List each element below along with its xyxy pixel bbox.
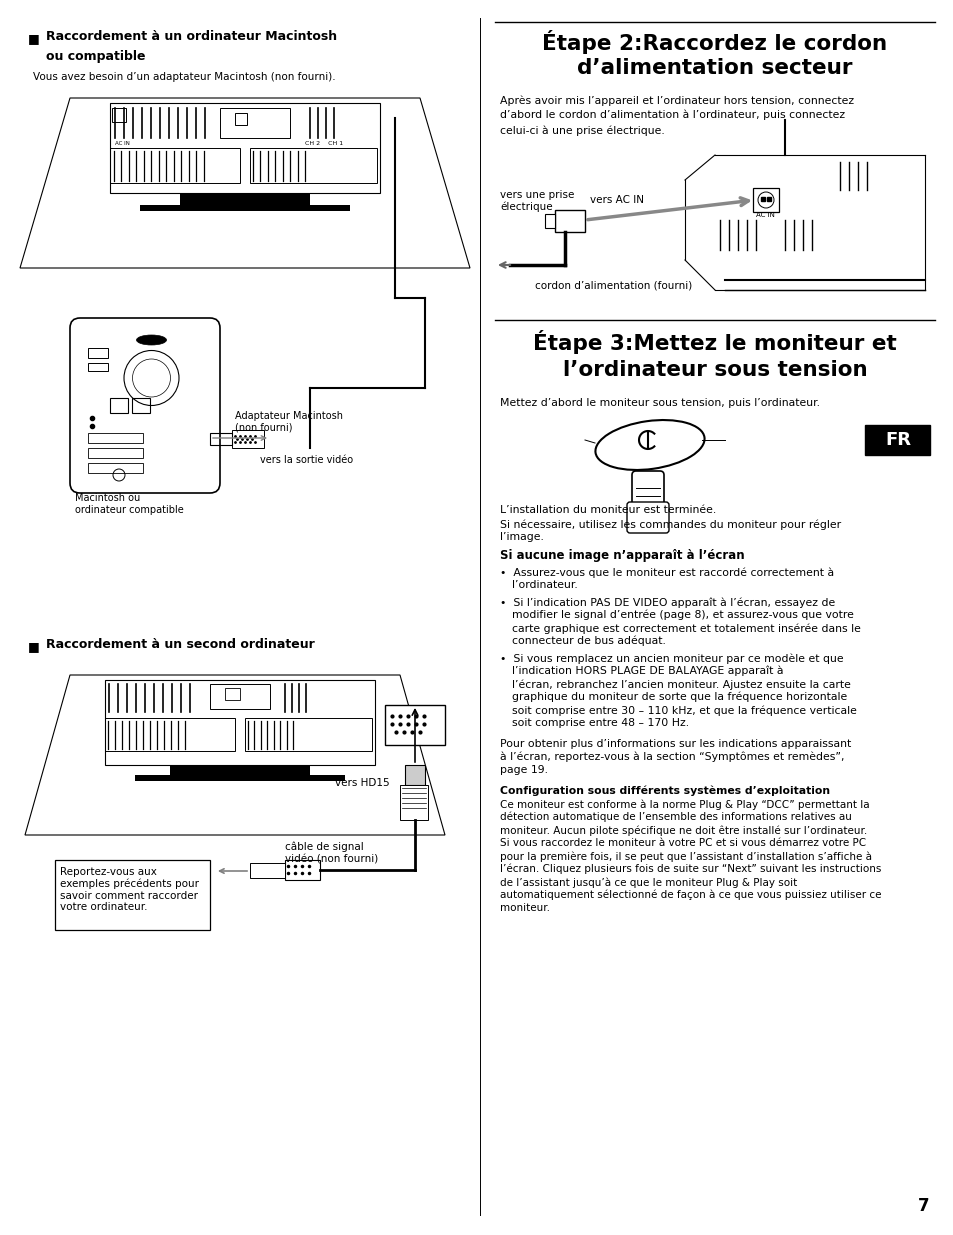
Text: Adaptateur Macintosh: Adaptateur Macintosh xyxy=(234,411,343,421)
Bar xyxy=(55,860,210,930)
Text: d’abord le cordon d’alimentation à l’ordinateur, puis connectez: d’abord le cordon d’alimentation à l’ord… xyxy=(499,110,844,121)
Text: carte graphique est correctement et totalement insérée dans le: carte graphique est correctement et tota… xyxy=(512,622,860,634)
Text: AC IN: AC IN xyxy=(115,141,130,146)
Text: vidéo (non fourni): vidéo (non fourni) xyxy=(285,855,377,864)
Text: Macintosh ou: Macintosh ou xyxy=(75,493,140,503)
Text: automatiquement sélectionné de façon à ce que vous puissiez utiliser ce: automatiquement sélectionné de façon à c… xyxy=(499,890,881,900)
Text: l’image.: l’image. xyxy=(499,532,543,542)
Bar xyxy=(110,148,240,183)
Bar xyxy=(88,363,108,370)
Bar xyxy=(135,776,345,781)
Text: ■: ■ xyxy=(28,32,40,44)
Text: ■: ■ xyxy=(28,640,40,653)
Bar xyxy=(245,718,372,751)
Bar xyxy=(110,398,128,412)
Text: CH 2    CH 1: CH 2 CH 1 xyxy=(305,141,343,146)
Bar xyxy=(285,860,319,881)
Text: 7: 7 xyxy=(918,1197,929,1215)
Text: soit comprise entre 48 – 170 Hz.: soit comprise entre 48 – 170 Hz. xyxy=(512,718,688,727)
Bar xyxy=(105,718,234,751)
Text: vers HD15: vers HD15 xyxy=(335,778,389,788)
FancyBboxPatch shape xyxy=(70,317,220,493)
Text: ou compatible: ou compatible xyxy=(46,49,146,63)
Bar xyxy=(225,688,240,700)
Ellipse shape xyxy=(136,335,167,345)
Text: graphique du moniteur de sorte que la fréquence horizontale: graphique du moniteur de sorte que la fr… xyxy=(512,692,846,703)
Text: Mettez d’abord le moniteur sous tension, puis l’ordinateur.: Mettez d’abord le moniteur sous tension,… xyxy=(499,398,820,408)
Bar xyxy=(132,398,150,412)
Bar xyxy=(88,463,143,473)
Bar xyxy=(752,188,779,212)
Text: Raccordement à un ordinateur Macintosh: Raccordement à un ordinateur Macintosh xyxy=(46,30,336,43)
Bar xyxy=(210,433,232,445)
Bar xyxy=(234,112,247,125)
Bar xyxy=(385,705,444,745)
Text: Après avoir mis l’appareil et l’ordinateur hors tension, connectez: Après avoir mis l’appareil et l’ordinate… xyxy=(499,95,853,105)
Bar xyxy=(232,430,264,448)
Text: L’installation du moniteur est terminée.: L’installation du moniteur est terminée. xyxy=(499,505,716,515)
Bar xyxy=(405,764,424,785)
Text: moniteur. Aucun pilote spécifique ne doit être installé sur l’ordinateur.: moniteur. Aucun pilote spécifique ne doi… xyxy=(499,825,866,836)
Text: l’ordinateur.: l’ordinateur. xyxy=(512,580,578,590)
Bar xyxy=(210,684,270,709)
Text: à l’écran, reportez-vous à la section “Symptômes et remèdes”,: à l’écran, reportez-vous à la section “S… xyxy=(499,752,843,762)
Text: Ce moniteur est conforme à la norme Plug & Play “DCC” permettant la: Ce moniteur est conforme à la norme Plug… xyxy=(499,799,869,809)
Text: Reportez-vous aux
exemples précédents pour
savoir comment raccorder
votre ordina: Reportez-vous aux exemples précédents po… xyxy=(60,867,199,913)
Bar xyxy=(88,348,108,358)
Bar xyxy=(544,214,555,228)
Bar xyxy=(220,107,290,138)
Text: Étape 3:Mettez le moniteur et: Étape 3:Mettez le moniteur et xyxy=(533,330,896,354)
Text: Raccordement à un second ordinateur: Raccordement à un second ordinateur xyxy=(46,638,314,651)
Text: •  Si l’indication PAS DE VIDEO apparaît à l’écran, essayez de: • Si l’indication PAS DE VIDEO apparaît … xyxy=(499,597,835,608)
Bar xyxy=(170,764,310,776)
Text: Étape 2:Raccordez le cordon: Étape 2:Raccordez le cordon xyxy=(542,30,886,54)
Text: •  Si vous remplacez un ancien moniteur par ce modèle et que: • Si vous remplacez un ancien moniteur p… xyxy=(499,653,842,663)
Text: Vous avez besoin d’un adaptateur Macintosh (non fourni).: Vous avez besoin d’un adaptateur Macinto… xyxy=(33,72,335,82)
Bar xyxy=(864,425,929,454)
Bar xyxy=(112,107,126,122)
Text: Configuration sous différents systèmes d’exploitation: Configuration sous différents systèmes d… xyxy=(499,785,829,797)
Text: ordinateur compatible: ordinateur compatible xyxy=(75,505,184,515)
Text: moniteur.: moniteur. xyxy=(499,903,550,913)
Text: l’écran. Cliquez plusieurs fois de suite sur “Next” suivant les instructions: l’écran. Cliquez plusieurs fois de suite… xyxy=(499,864,881,874)
Text: l’indication HORS PLAGE DE BALAYAGE apparaît à: l’indication HORS PLAGE DE BALAYAGE appa… xyxy=(512,666,782,677)
FancyBboxPatch shape xyxy=(626,501,668,534)
Text: cordon d’alimentation (fourni): cordon d’alimentation (fourni) xyxy=(535,280,692,290)
Bar xyxy=(105,680,375,764)
Text: câble de signal: câble de signal xyxy=(285,842,363,852)
Text: FR: FR xyxy=(884,431,910,450)
Bar xyxy=(180,193,310,205)
Text: page 19.: page 19. xyxy=(499,764,547,776)
Text: d’alimentation secteur: d’alimentation secteur xyxy=(577,58,852,78)
Text: pour la première fois, il se peut que l’assistant d’installation s’affiche à: pour la première fois, il se peut que l’… xyxy=(499,851,871,862)
Bar xyxy=(88,448,143,458)
Text: détection automatique de l’ensemble des informations relatives au: détection automatique de l’ensemble des … xyxy=(499,811,851,823)
FancyBboxPatch shape xyxy=(631,471,663,509)
Text: Pour obtenir plus d’informations sur les indications apparaissant: Pour obtenir plus d’informations sur les… xyxy=(499,739,850,748)
Text: Si vous raccordez le moniteur à votre PC et si vous démarrez votre PC: Si vous raccordez le moniteur à votre PC… xyxy=(499,839,865,848)
Text: vers AC IN: vers AC IN xyxy=(589,195,643,205)
Text: celui-ci à une prise électrique.: celui-ci à une prise électrique. xyxy=(499,125,664,136)
Text: l’ordinateur sous tension: l’ordinateur sous tension xyxy=(562,359,866,380)
Bar xyxy=(250,863,285,878)
Text: •  Assurez-vous que le moniteur est raccordé correctement à: • Assurez-vous que le moniteur est racco… xyxy=(499,567,833,578)
Bar xyxy=(110,103,379,193)
Text: modifier le signal d’entrée (page 8), et assurez-vous que votre: modifier le signal d’entrée (page 8), et… xyxy=(512,610,853,620)
Text: soit comprise entre 30 – 110 kHz, et que la fréquence verticale: soit comprise entre 30 – 110 kHz, et que… xyxy=(512,705,856,715)
Text: de l’assistant jusqu’à ce que le moniteur Plug & Play soit: de l’assistant jusqu’à ce que le moniteu… xyxy=(499,877,797,888)
Bar xyxy=(250,148,376,183)
Text: (non fourni): (non fourni) xyxy=(234,424,293,433)
Text: AC IN: AC IN xyxy=(755,212,774,219)
Bar xyxy=(399,785,428,820)
Text: l’écran, rebranchez l’ancien moniteur. Ajustez ensuite la carte: l’écran, rebranchez l’ancien moniteur. A… xyxy=(512,679,850,689)
Bar xyxy=(555,210,584,232)
Text: Si nécessaire, utilisez les commandes du moniteur pour régler: Si nécessaire, utilisez les commandes du… xyxy=(499,519,841,530)
Text: connecteur de bus adéquat.: connecteur de bus adéquat. xyxy=(512,636,665,646)
Bar xyxy=(140,205,350,211)
Text: vers une prise
électrique: vers une prise électrique xyxy=(499,190,574,212)
Text: vers la sortie vidéo: vers la sortie vidéo xyxy=(260,454,353,466)
Text: Si aucune image n’apparaît à l’écran: Si aucune image n’apparaît à l’écran xyxy=(499,550,744,562)
Bar xyxy=(88,433,143,443)
